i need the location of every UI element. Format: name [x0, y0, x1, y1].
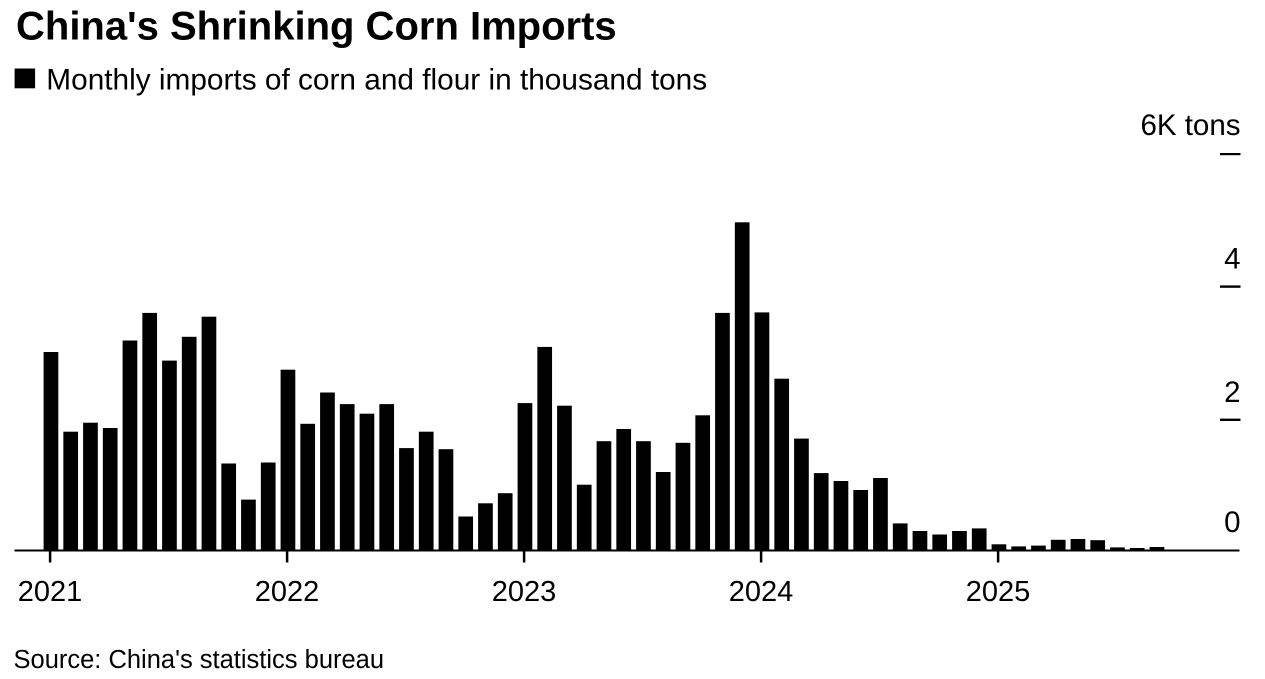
svg-text:2023: 2023 [492, 576, 557, 608]
svg-text:2024: 2024 [729, 576, 794, 608]
svg-text:Monthly imports of corn and fl: Monthly imports of corn and flour in tho… [46, 64, 707, 97]
svg-text:Source: China's statistics bur: Source: China's statistics bureau [14, 646, 385, 674]
svg-text:2: 2 [1224, 376, 1240, 409]
svg-text:2021: 2021 [18, 576, 83, 608]
svg-text:2022: 2022 [255, 576, 320, 608]
svg-text:6K tons: 6K tons [1140, 109, 1240, 142]
svg-text:0: 0 [1224, 506, 1240, 539]
svg-text:China's Shrinking Corn Imports: China's Shrinking Corn Imports [16, 5, 617, 49]
svg-text:2025: 2025 [966, 576, 1031, 608]
svg-text:4: 4 [1224, 243, 1240, 276]
